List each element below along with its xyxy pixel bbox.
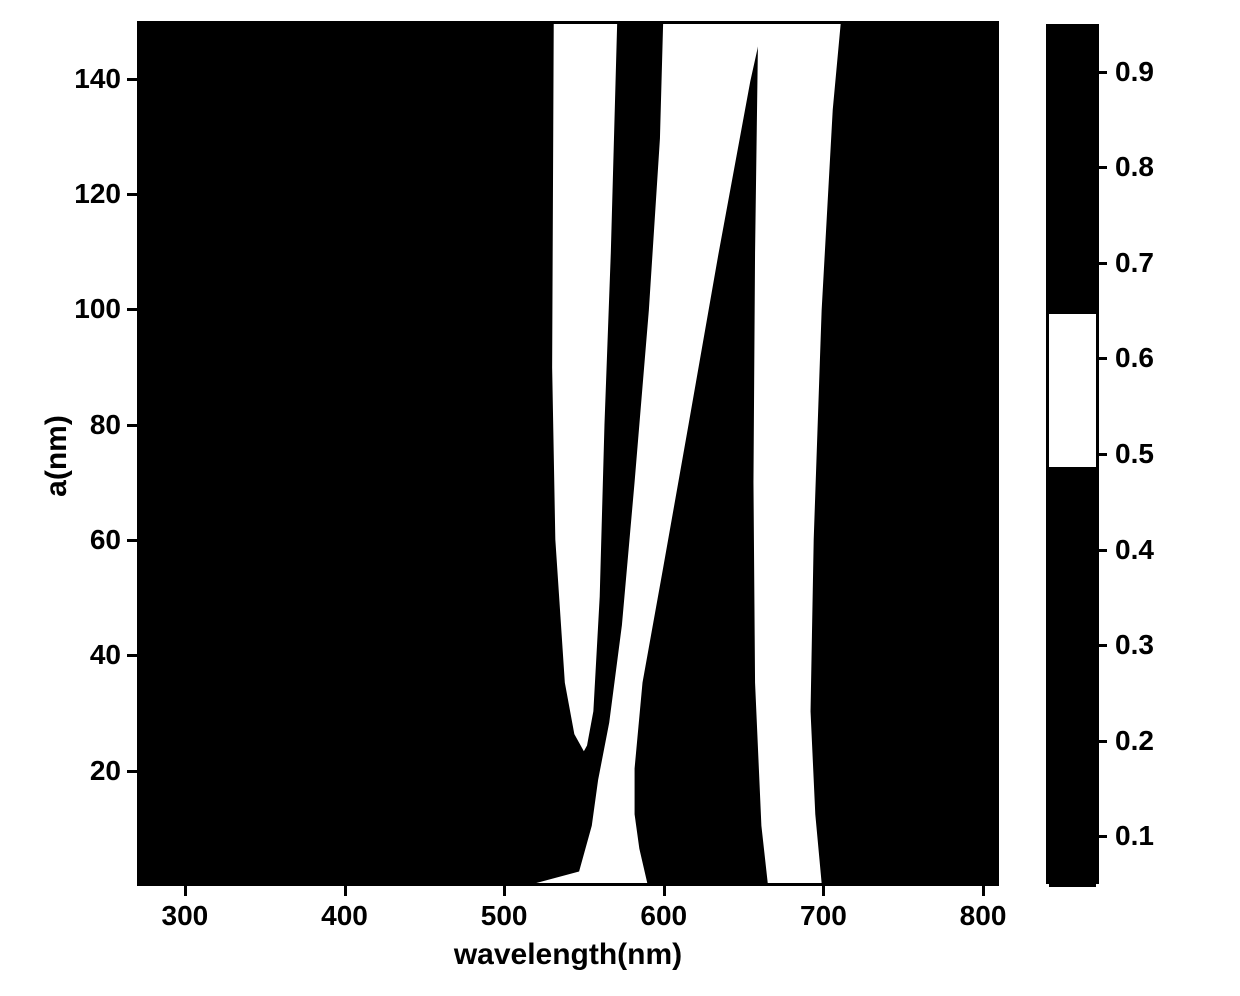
y-tick-label: 80	[90, 409, 121, 441]
y-tick	[127, 770, 137, 773]
colorbar-tick	[1099, 453, 1107, 456]
x-tick	[344, 886, 347, 896]
x-tick-label: 300	[155, 900, 215, 932]
y-tick-label: 100	[74, 293, 121, 325]
colorbar-tick	[1099, 357, 1107, 360]
colorbar-segment	[1049, 27, 1096, 314]
y-tick-label: 120	[74, 178, 121, 210]
colorbar	[1046, 24, 1099, 884]
x-tick-label: 700	[793, 900, 853, 932]
y-axis-label: a(nm)	[40, 356, 74, 556]
x-tick	[982, 886, 985, 896]
colorbar-tick	[1099, 740, 1107, 743]
y-tick-label: 140	[74, 63, 121, 95]
colorbar-tick-label: 0.3	[1115, 629, 1154, 661]
x-tick	[663, 886, 666, 896]
colorbar-tick-label: 0.9	[1115, 56, 1154, 88]
y-tick	[127, 308, 137, 311]
y-tick	[127, 78, 137, 81]
colorbar-tick	[1099, 549, 1107, 552]
x-tick-label: 600	[634, 900, 694, 932]
colorbar-segment	[1049, 314, 1096, 467]
y-tick	[127, 424, 137, 427]
colorbar-tick	[1099, 262, 1107, 265]
y-tick	[127, 539, 137, 542]
colorbar-tick-label: 0.1	[1115, 820, 1154, 852]
y-tick-label: 40	[90, 639, 121, 671]
x-tick-label: 400	[315, 900, 375, 932]
y-tick-label: 60	[90, 524, 121, 556]
colorbar-tick-label: 0.6	[1115, 342, 1154, 374]
colorbar-tick-label: 0.8	[1115, 151, 1154, 183]
x-tick	[822, 886, 825, 896]
heatmap-svg	[140, 24, 996, 883]
x-tick	[184, 886, 187, 896]
colorbar-tick	[1099, 71, 1107, 74]
x-axis-label: wavelength(nm)	[137, 938, 999, 972]
colorbar-tick	[1099, 166, 1107, 169]
x-tick-label: 800	[953, 900, 1013, 932]
y-tick-label: 20	[90, 755, 121, 787]
colorbar-tick	[1099, 644, 1107, 647]
y-tick	[127, 654, 137, 657]
colorbar-tick-label: 0.4	[1115, 534, 1154, 566]
y-tick	[127, 193, 137, 196]
x-tick	[503, 886, 506, 896]
x-tick-label: 500	[474, 900, 534, 932]
colorbar-tick-label: 0.5	[1115, 438, 1154, 470]
colorbar-tick-label: 0.2	[1115, 725, 1154, 757]
figure: wavelength(nm) a(nm) 300 400 500 600 700 800 2…	[0, 0, 1240, 996]
colorbar-segment	[1049, 467, 1096, 887]
colorbar-tick	[1099, 835, 1107, 838]
heatmap-plot	[137, 21, 999, 886]
colorbar-tick-label: 0.7	[1115, 247, 1154, 279]
